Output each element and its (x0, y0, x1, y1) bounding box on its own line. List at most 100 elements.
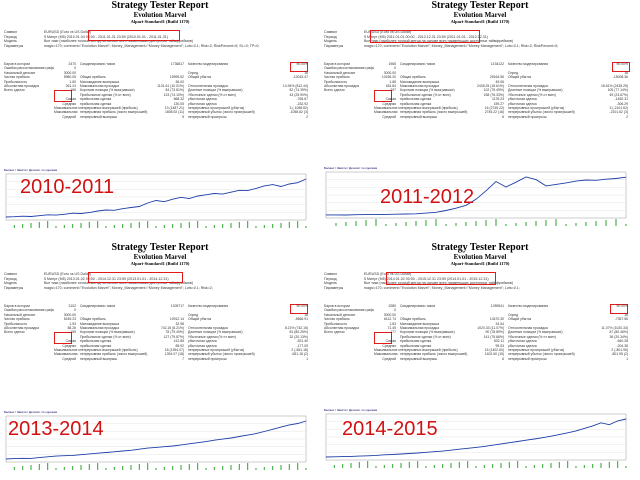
results-cell: 1178.23 (491, 97, 504, 102)
results-row: Средняя прибыльная сделка 130.05 убыточная … (2, 102, 318, 106)
balance-point (72, 455, 73, 456)
results-cell: 1.68 (389, 79, 396, 84)
balance-point (625, 418, 627, 420)
results-cell: Чистая прибыль (4, 75, 30, 80)
results-row: Всего сделок 207 Короткие позиции (% выигр… (322, 88, 638, 92)
results-cell: 2 (-801.95) (611, 348, 628, 353)
header-key: Символ (324, 30, 337, 34)
balance-point (264, 185, 265, 187)
results-cell: Матожидание выигрыша (80, 321, 119, 326)
balance-point (485, 190, 487, 192)
results-cell: Длинные позиции (% выигравших) (188, 330, 243, 335)
results-cell: -306.29 (616, 101, 629, 106)
results-row: Максимальное количествонепрерывных выигр… (322, 348, 638, 352)
results-cell: Общий убыток (508, 317, 532, 322)
results-cell: 3000.00 (63, 312, 76, 317)
balance-point (297, 423, 299, 424)
results-cell: 1289541 (490, 304, 504, 308)
balance-point (47, 456, 48, 458)
results-cell: Абсолютная просадка (4, 326, 39, 331)
expert-name: Evolution Marvel (453, 11, 507, 19)
report-panel-2010-2011: Strategy Tester Report Evolution Marvel Al… (2, 0, 318, 236)
header-key: Параметры (324, 285, 344, 290)
results-cell: 2 (626, 114, 628, 119)
results-cell: Максимальная (54, 352, 78, 357)
results-cell: 82 (74.39%) (289, 88, 308, 93)
results-cell: 16 (624, 70, 628, 75)
results-cell: Абсолютная просадка (324, 84, 359, 89)
results-row: Начальный депозит 3000.00 Спред 16 (322, 313, 638, 317)
balance-point (114, 451, 115, 453)
results-cell: Ошибки рассогласования графиков (324, 308, 374, 313)
results-cell: непрерывный проигрыш (188, 356, 227, 361)
header-row: Модель Все тики (наиболее точный метод на… (322, 39, 638, 44)
balance-point (392, 454, 393, 455)
results-cell: непрерывных проигрышей (убыток) (188, 106, 245, 111)
results-cell: Баров в истории (4, 304, 31, 308)
header-key: Период (4, 34, 17, 39)
results-cell: непрерывных проигрышей (убыток) (188, 348, 245, 353)
results-cell: Всего сделок (4, 88, 25, 93)
results-cell: 49 (23.67%) (609, 92, 628, 97)
balance-point (22, 458, 24, 459)
results-cell: -640.28 (616, 339, 629, 344)
results-cell: 1305717 (170, 304, 184, 308)
balance-point (64, 214, 65, 215)
results-cell: непрерывных выигрышей (прибыль) (80, 106, 138, 111)
symbol-period-highlight (386, 272, 496, 285)
results-cell: 18.61% (2435.25) (601, 84, 628, 89)
balance-point (459, 448, 460, 450)
results-cell: 36.00 (175, 79, 185, 84)
results-cell: 159.27 (493, 101, 504, 106)
results-cell: Матожидание выигрыша (400, 321, 439, 326)
header-key: Период (4, 276, 17, 281)
results-cell: 102 (75.49%) (483, 88, 504, 93)
balance-point (214, 439, 215, 441)
results-cell: убыточная сделка (188, 97, 217, 102)
balance-point (605, 178, 607, 180)
results-cell: 10912.14 (169, 317, 184, 322)
balance-point (585, 179, 587, 181)
balance-point (505, 186, 507, 188)
header-key: Модель (4, 281, 17, 286)
report-header-table: Символ EURUSD (Euro vs US Dollar) Период 5 … (322, 30, 638, 48)
results-row: Средняя прибыльная сделка 85.92 убыточная с… (2, 344, 318, 348)
results-cell: непрерывный проигрыш (508, 114, 547, 119)
results-cell: 14.94% (812.44) (282, 84, 308, 89)
results-cell: 0 (394, 66, 396, 71)
results-row: Всего сделок 159 Короткие позиции (% выигр… (2, 330, 318, 334)
header-row: Параметры magic=170; comment="Evolution M… (2, 286, 318, 291)
results-row: Абсолютная просадка 184.84 Максимальная пр… (322, 84, 638, 88)
results-cell: Короткие позиции (% выигравших) (400, 330, 455, 335)
header-row: Параметры magic=170; comment="Evolution M… (322, 286, 638, 291)
results-cell: Относительная просадка (188, 326, 228, 331)
header-key: Модель (324, 39, 337, 44)
results-cell: Убыточные сделки (% от всех) (508, 92, 556, 97)
results-cell: 207 (390, 88, 396, 93)
results-cell: Максимальная просадка (80, 84, 119, 89)
results-cell: Прибыльные сделки (% от всех) (400, 92, 451, 97)
balance-point (442, 450, 443, 452)
results-cell: 5 (182, 114, 184, 119)
results-cell: убыточная сделка (508, 339, 537, 344)
quality-highlight (610, 304, 628, 314)
results-cell: 32.98 (175, 321, 185, 326)
results-cell: 13470.30 (489, 317, 504, 322)
results-cell: Спред (188, 70, 198, 75)
deposit-profit-highlight (374, 90, 392, 102)
balance-point (222, 438, 223, 440)
header-key: Модель (324, 281, 337, 286)
balance-point (405, 213, 407, 215)
results-cell: 95.53 (495, 343, 505, 348)
header-value: Все тики (наиболее точный метод на основ… (364, 281, 513, 286)
balance-point (592, 425, 593, 427)
results-cell: Абсолютная просадка (324, 326, 359, 331)
results-cell: непрерывный выигрыш (400, 114, 438, 119)
results-row: Баров в истории 2102 Смоделировано тиков 13… (2, 304, 318, 308)
results-cell: 3000.00 (63, 70, 76, 75)
results-cell: 1434122 (490, 62, 504, 66)
results-cell: Максимальное количество (374, 106, 400, 111)
results-cell: 2435.25 (18.61%) (477, 84, 504, 89)
results-cell: непрерывная прибыль (число выигрышей) (80, 110, 148, 115)
results-cell: прибыльная сделка (80, 97, 112, 102)
